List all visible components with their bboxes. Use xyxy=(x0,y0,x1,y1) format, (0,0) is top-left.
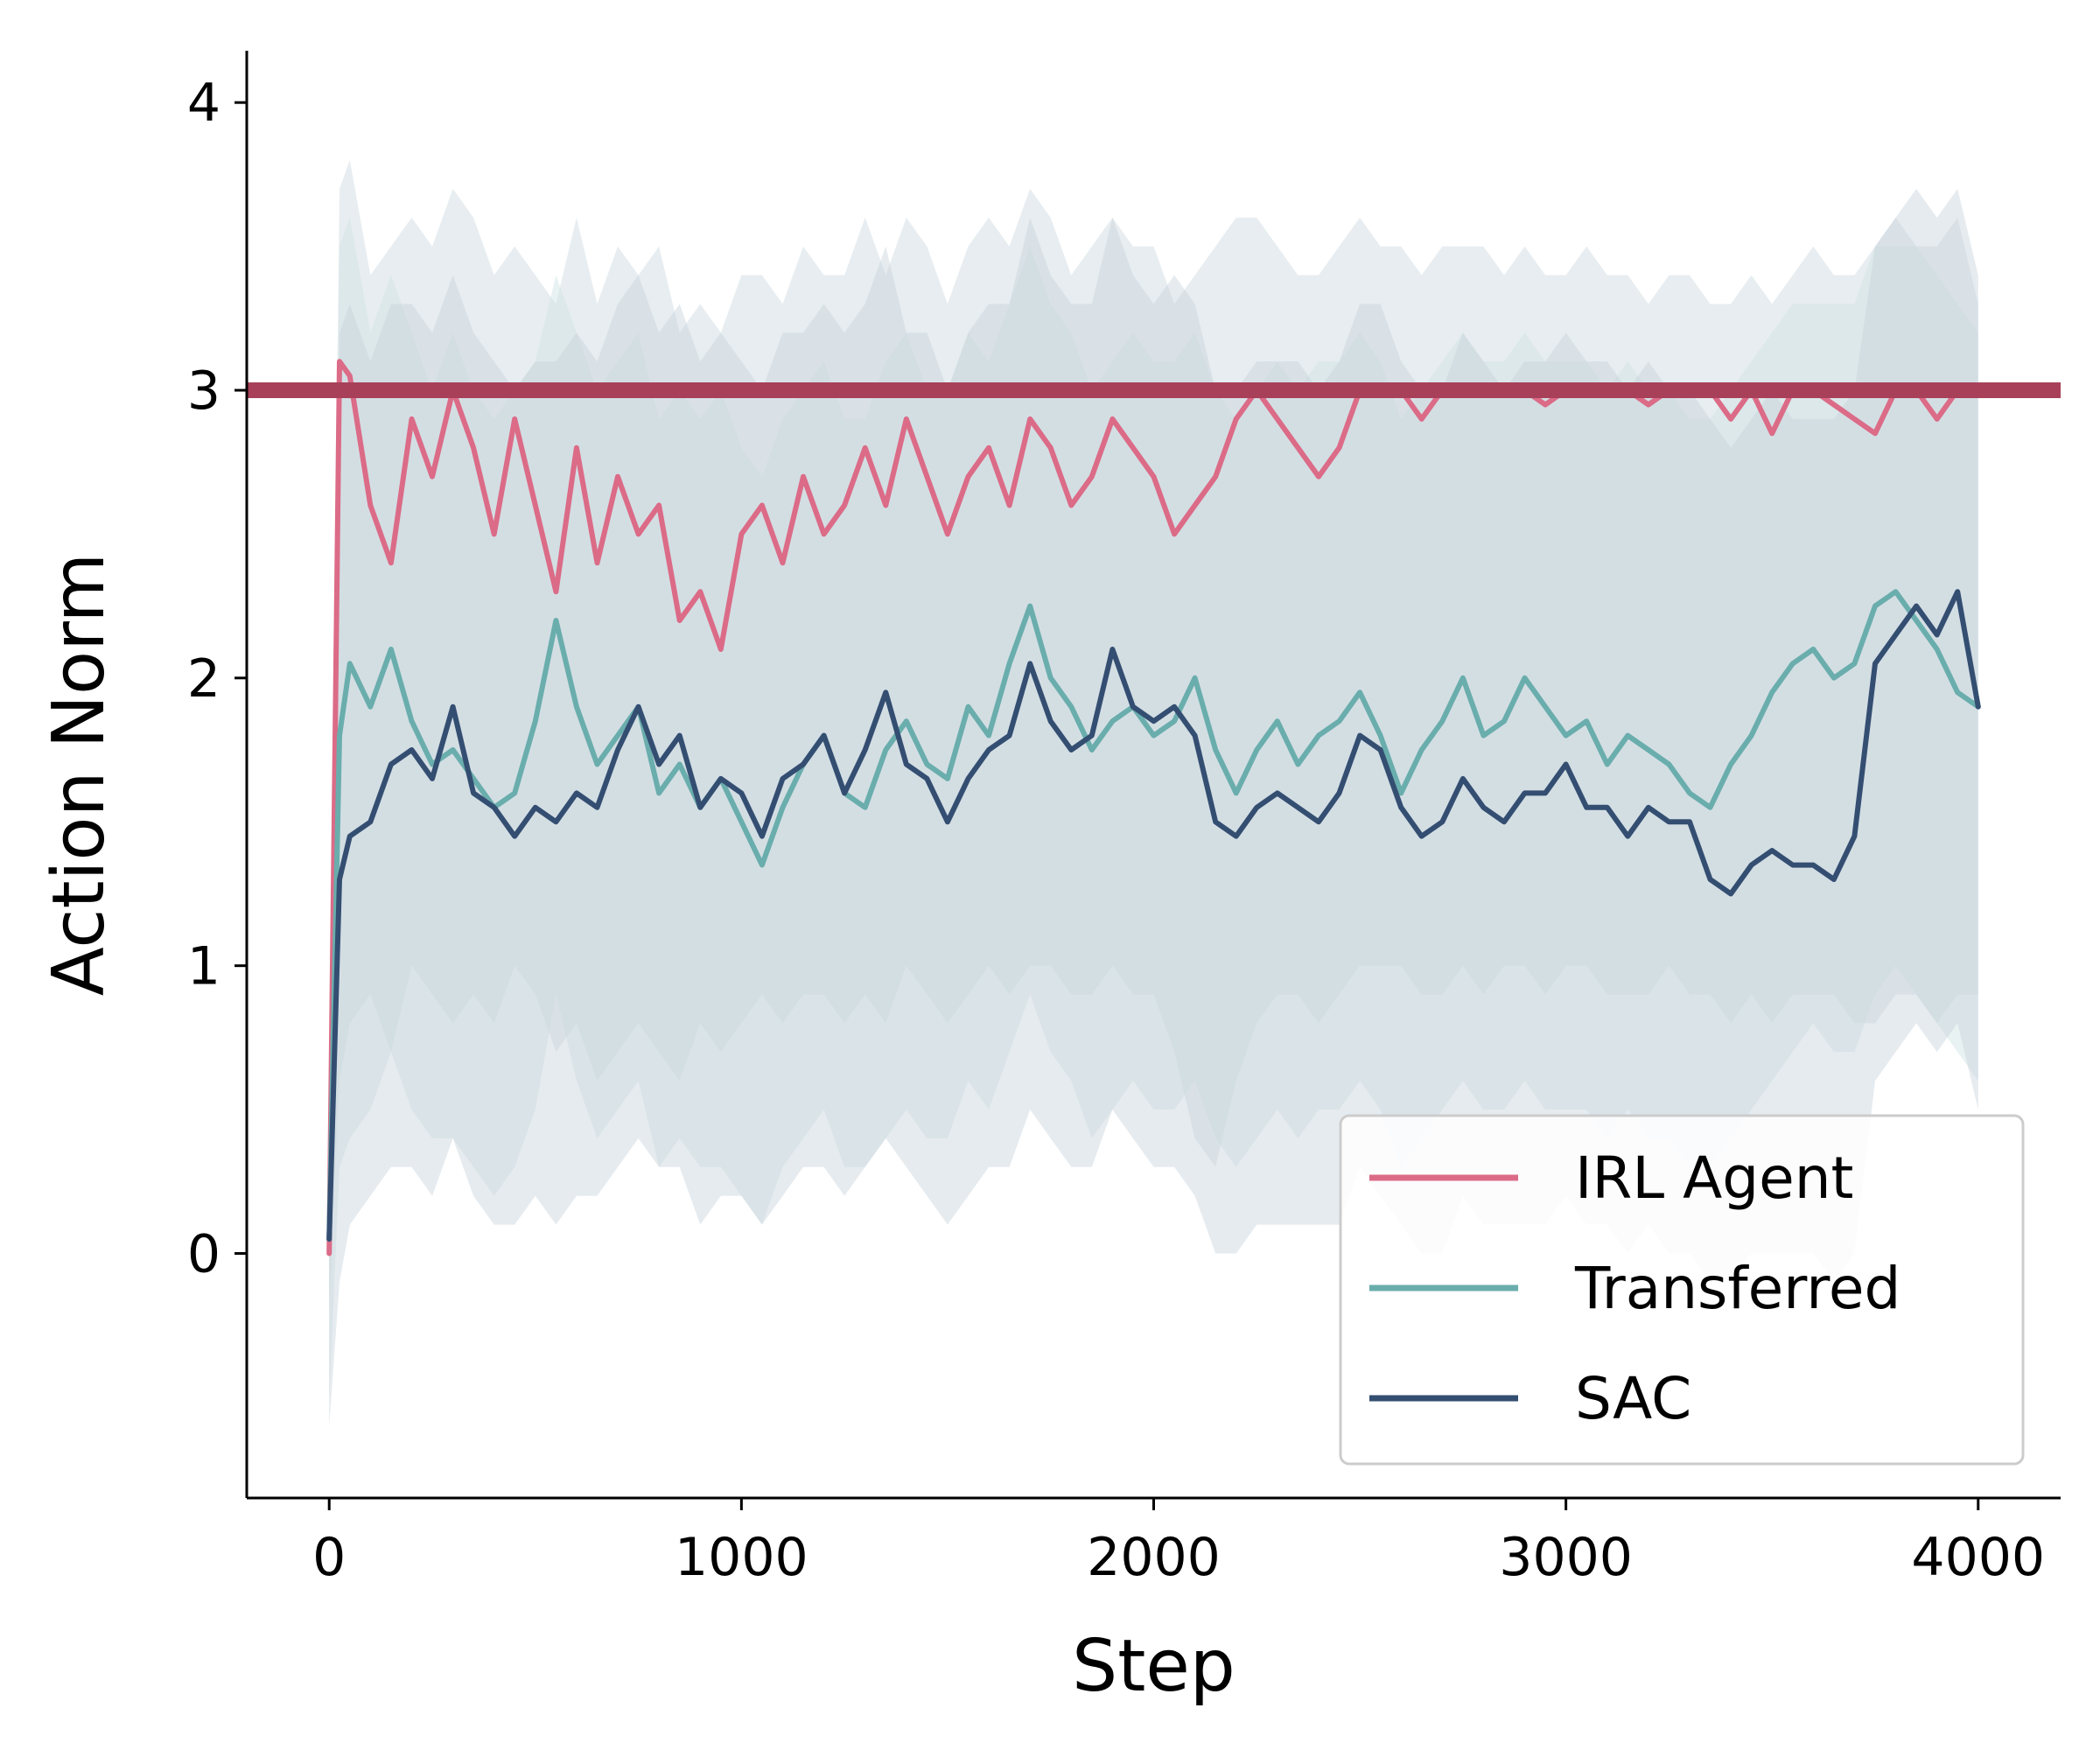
x-tick-label: 3000 xyxy=(1499,1527,1633,1588)
y-tick-label: 2 xyxy=(187,648,220,710)
x-axis-title: Step xyxy=(1072,1625,1236,1708)
legend-label-irl-agent: IRL Agent xyxy=(1575,1144,1853,1212)
x-tick-label: 4000 xyxy=(1911,1527,2045,1588)
legend-label-transferred: Transferred xyxy=(1574,1255,1900,1322)
x-ticks: 0 1000 2000 3000 4000 xyxy=(312,1498,2045,1588)
band-transferred xyxy=(329,217,1978,1397)
y-ticks: 0 1 2 3 4 xyxy=(187,73,247,1284)
x-tick-label: 2000 xyxy=(1087,1527,1221,1588)
y-tick-label: 0 xyxy=(187,1223,220,1284)
x-tick-label: 1000 xyxy=(675,1527,808,1588)
x-tick-label: 0 xyxy=(312,1527,346,1588)
legend: IRL Agent Transferred SAC xyxy=(1339,1114,2025,1466)
legend-box xyxy=(1339,1114,2025,1466)
y-axis-title: Action Norm xyxy=(38,553,121,997)
legend-label-sac: SAC xyxy=(1575,1365,1691,1432)
series-line-sac xyxy=(326,589,1981,1242)
axes: 0 1000 2000 3000 4000 0 1 2 3 4 xyxy=(187,51,2061,1588)
y-tick-label: 1 xyxy=(187,936,220,998)
y-tick-label: 3 xyxy=(187,360,220,422)
y-tick-label: 4 xyxy=(187,73,220,134)
series-line-transferred xyxy=(326,589,1981,1242)
